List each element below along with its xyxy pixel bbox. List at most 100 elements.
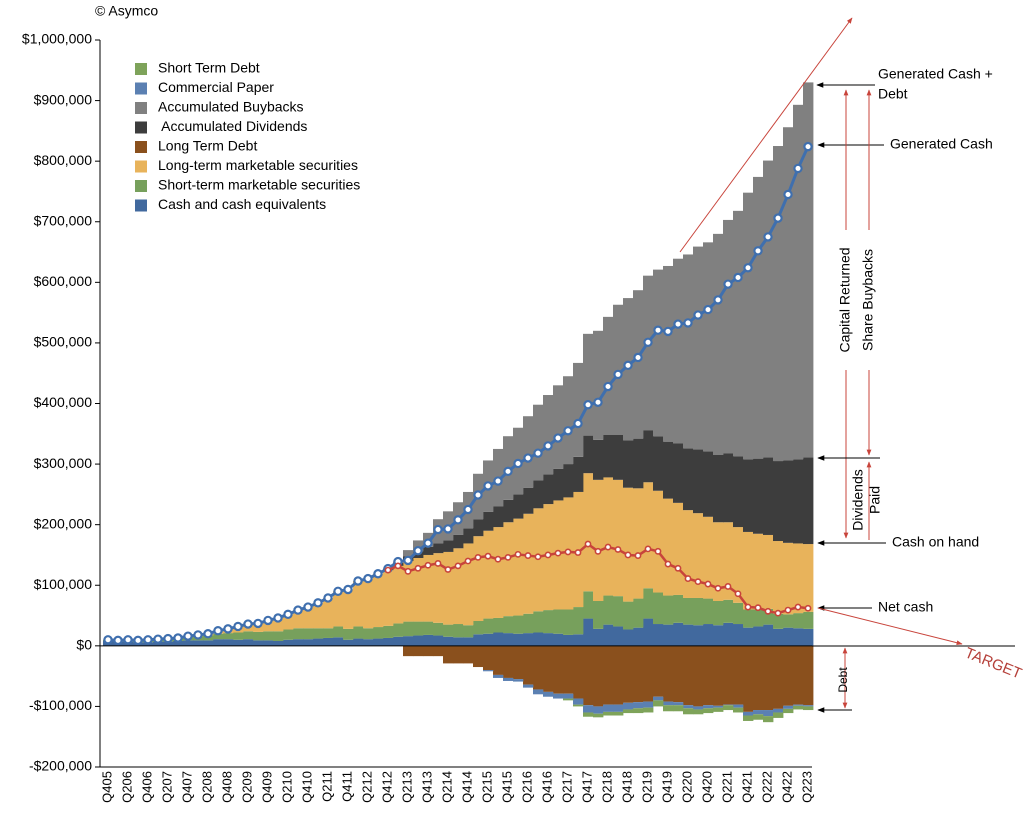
area-segment <box>753 714 764 720</box>
area-segment <box>673 594 684 623</box>
area-segment <box>593 330 604 440</box>
area-segment <box>293 639 304 646</box>
area-segment <box>583 473 594 592</box>
area-segment <box>603 645 614 705</box>
area-segment <box>793 704 804 706</box>
area-segment <box>163 641 174 646</box>
area-segment <box>413 540 424 552</box>
y-tick-label: $700,000 <box>34 212 93 228</box>
area-segment <box>783 705 794 709</box>
line-marker <box>654 547 662 555</box>
area-segment <box>573 362 584 457</box>
area-segment <box>433 645 444 657</box>
area-segment <box>753 176 764 459</box>
area-segment <box>643 275 654 431</box>
area-segment <box>223 633 234 640</box>
area-segment <box>223 639 234 646</box>
area-segment <box>743 192 754 460</box>
annotation: Capital Returned <box>837 247 853 352</box>
target-arrow <box>817 607 963 646</box>
area-segment <box>643 430 654 483</box>
area-segment <box>303 607 314 629</box>
area-segment <box>463 625 474 638</box>
x-tick-label: Q208 <box>199 771 214 803</box>
line-marker <box>693 310 703 320</box>
line-marker <box>323 593 333 603</box>
line-marker <box>513 458 523 469</box>
line-marker <box>714 584 722 592</box>
area-segment <box>663 498 674 596</box>
area-segment <box>723 645 734 705</box>
line-marker <box>384 566 392 574</box>
area-segment <box>773 708 784 713</box>
area-segment <box>613 645 624 705</box>
x-tick-label: Q212 <box>359 771 374 803</box>
area-segment <box>683 510 694 598</box>
x-tick-label: Q221 <box>719 771 734 803</box>
line-marker <box>723 279 733 289</box>
area-segment <box>653 700 664 707</box>
area-segment <box>733 456 744 528</box>
area-segment <box>203 640 214 646</box>
line-marker <box>784 606 792 614</box>
area-segment <box>593 645 604 707</box>
area-segment <box>453 637 464 646</box>
area-segment <box>603 704 614 712</box>
area-segment <box>723 599 734 623</box>
line-marker <box>674 564 682 572</box>
area-segment <box>733 645 744 705</box>
area-segment <box>513 645 524 680</box>
line-marker <box>683 318 693 328</box>
area-segment <box>413 621 424 636</box>
area-segment <box>713 601 724 626</box>
area-segment <box>633 708 644 714</box>
area-segment <box>483 618 494 634</box>
line-marker <box>624 551 632 559</box>
area-segment <box>383 625 394 638</box>
area-segment <box>803 611 814 629</box>
line-marker <box>663 326 673 337</box>
area-segment <box>733 707 744 713</box>
area-segment <box>523 487 534 514</box>
legend-label: Cash and cash equivalents <box>158 196 326 212</box>
line-marker <box>453 515 463 525</box>
area-segment <box>603 477 614 596</box>
area-segment <box>623 709 634 714</box>
line-marker <box>563 426 573 436</box>
line-marker <box>793 163 803 174</box>
area-segment <box>543 645 554 692</box>
area-segment <box>763 608 774 625</box>
x-tick-label: Q422 <box>779 771 794 803</box>
x-tick-label: Q405 <box>99 771 114 803</box>
annotation: Debt <box>836 667 850 693</box>
area-segment <box>703 516 714 599</box>
area-segment <box>563 698 574 701</box>
x-tick-label: Q411 <box>339 771 354 802</box>
area-segment <box>803 645 814 706</box>
area-segment <box>273 640 284 646</box>
annotation: TARGET <box>962 644 1024 682</box>
area-segment <box>633 627 644 646</box>
area-segment <box>613 626 624 646</box>
x-tick-label: Q416 <box>539 771 554 803</box>
line-marker <box>414 564 422 572</box>
line-marker <box>203 629 213 639</box>
y-tick-label: -$100,000 <box>29 697 92 713</box>
area-segment <box>273 631 284 641</box>
line-marker <box>604 543 612 551</box>
area-segment <box>533 645 544 690</box>
legend-label: Short-term marketable securities <box>158 177 360 193</box>
area-segment <box>673 702 684 706</box>
area-segment <box>433 635 444 646</box>
area-segment <box>583 705 594 713</box>
area-segment <box>793 543 804 614</box>
area-segment <box>763 534 774 609</box>
area-segment <box>623 702 634 710</box>
area-segment <box>553 385 564 469</box>
area-segment <box>573 698 584 705</box>
area-segment <box>743 531 754 610</box>
area-segment <box>593 439 604 480</box>
area-segment <box>533 632 544 646</box>
area-segment <box>373 573 384 628</box>
x-tick-label: Q409 <box>259 771 274 803</box>
